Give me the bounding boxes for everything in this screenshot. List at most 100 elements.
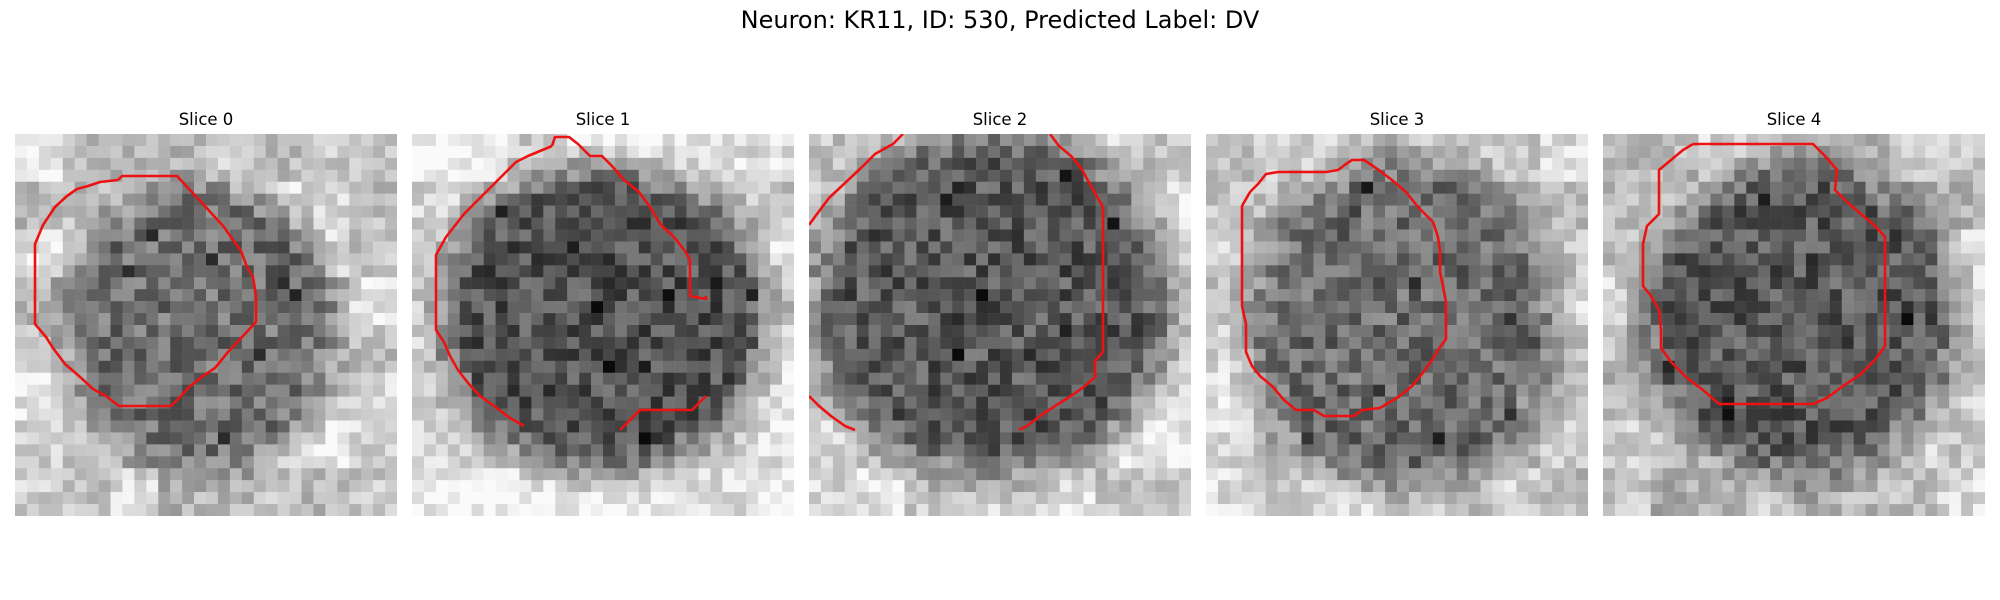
pixel <box>591 408 604 421</box>
pixel <box>1758 289 1771 302</box>
pixel <box>146 336 159 350</box>
pixel <box>1949 134 1962 147</box>
pixel <box>1841 408 1854 421</box>
pixel <box>856 360 869 374</box>
pixel <box>1662 181 1675 194</box>
pixel <box>1301 145 1314 159</box>
pixel <box>194 504 207 516</box>
pixel <box>543 325 556 338</box>
pixel <box>1325 313 1338 326</box>
pixel <box>722 157 735 171</box>
pixel <box>265 193 278 206</box>
pixel <box>1698 193 1711 206</box>
pixel <box>603 432 616 445</box>
pixel <box>241 134 255 147</box>
pixel <box>832 134 846 147</box>
pixel <box>1528 396 1541 409</box>
pixel <box>1361 348 1374 362</box>
pixel <box>1877 325 1890 338</box>
pixel <box>1301 372 1314 385</box>
pixel <box>1023 217 1037 230</box>
pixel <box>38 205 52 218</box>
pixel <box>1817 432 1831 445</box>
pixel <box>1289 336 1302 350</box>
pixel <box>98 241 111 254</box>
pixel <box>1095 313 1108 326</box>
pixel <box>686 384 699 397</box>
pixel <box>1758 444 1771 457</box>
pixel <box>1913 205 1926 218</box>
pixel <box>964 360 977 374</box>
pixel <box>170 205 183 218</box>
pixel <box>650 384 663 397</box>
pixel <box>277 444 290 457</box>
pixel <box>1492 289 1505 302</box>
pixel <box>507 289 520 302</box>
pixel <box>579 468 592 481</box>
pixel <box>74 408 87 421</box>
pixel <box>313 313 326 326</box>
pixel <box>1420 289 1434 302</box>
pixel <box>782 492 794 505</box>
pixel <box>1889 408 1902 421</box>
pixel <box>856 145 869 159</box>
pixel <box>1023 348 1037 362</box>
pixel <box>1444 348 1457 362</box>
pixel <box>1492 325 1505 338</box>
pixel <box>229 301 243 314</box>
pixel <box>1047 444 1060 457</box>
pixel <box>1913 313 1926 326</box>
pixel <box>964 384 977 397</box>
pixel <box>832 277 846 290</box>
pixel <box>15 193 28 206</box>
pixel <box>1143 420 1156 433</box>
pixel <box>710 504 723 516</box>
pixel <box>626 157 640 171</box>
pixel <box>1095 325 1108 338</box>
pixel <box>1540 408 1553 421</box>
pixel <box>1289 384 1302 397</box>
pixel <box>1325 492 1338 505</box>
pixel <box>206 480 219 493</box>
pixel <box>1253 253 1266 266</box>
pixel <box>435 468 449 481</box>
pixel <box>301 492 314 505</box>
pixel <box>1961 253 1974 266</box>
pixel <box>483 325 496 338</box>
pixel <box>674 277 687 290</box>
pixel <box>1265 289 1278 302</box>
pixel <box>746 277 759 290</box>
pixel <box>928 157 941 171</box>
pixel <box>1614 169 1628 183</box>
pixel <box>1973 396 1985 409</box>
pixel <box>1650 420 1663 433</box>
pixel <box>988 480 1001 493</box>
pixel <box>325 205 338 218</box>
pixel <box>555 396 568 409</box>
pixel <box>734 408 747 421</box>
pixel <box>1865 169 1878 183</box>
pixel <box>1626 217 1640 230</box>
pixel <box>1901 265 1914 278</box>
pixel <box>122 492 135 505</box>
pixel <box>1059 313 1072 326</box>
pixel <box>603 456 616 469</box>
pixel <box>301 205 314 218</box>
pixel <box>614 372 628 385</box>
pixel <box>758 396 771 409</box>
pixel <box>952 265 965 278</box>
pixel <box>289 492 302 505</box>
pixel <box>1095 253 1108 266</box>
pixel <box>1047 169 1060 183</box>
pixel <box>86 205 99 218</box>
pixel <box>856 420 869 433</box>
pixel <box>1206 372 1219 385</box>
pixel <box>253 277 266 290</box>
pixel <box>1206 468 1219 481</box>
pixel <box>614 277 628 290</box>
pixel <box>868 134 881 147</box>
pixel <box>74 468 87 481</box>
pixel <box>543 169 556 183</box>
pixel <box>373 384 386 397</box>
pixel <box>868 181 881 194</box>
